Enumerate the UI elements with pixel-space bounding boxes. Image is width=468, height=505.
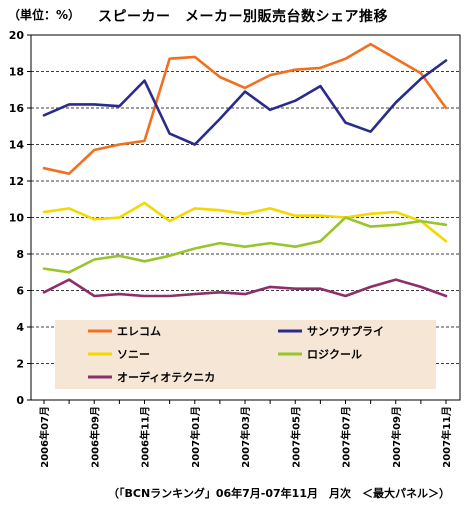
x-tick-label: 2007年01月 (189, 406, 202, 468)
y-tick-label: 4 (16, 321, 24, 334)
legend-label: ロジクール (307, 348, 362, 361)
series-line (42, 59, 448, 146)
x-tick-label: 2007年07月 (340, 406, 353, 468)
legend-label: サンワサプライ (307, 324, 384, 338)
x-tick-label: 2007年11月 (440, 406, 453, 468)
x-tick-label: 2007年09月 (390, 406, 403, 468)
legend-label: ソニー (117, 348, 150, 361)
x-tick-label: 2006年07月 (38, 406, 51, 468)
legend-label: オーディオテクニカ (117, 370, 215, 384)
x-tick-label: 2007年03月 (239, 406, 252, 468)
series-line (42, 201, 448, 243)
y-tick-label: 18 (9, 66, 24, 79)
legend-label: エレコム (117, 325, 161, 338)
y-tick-label: 10 (9, 212, 25, 225)
y-axis-unit-label: （単位：%） (8, 8, 81, 22)
series-line (42, 42, 448, 175)
chart-title: スピーカー メーカー別販売台数シェア推移 (98, 9, 388, 25)
x-tick-label: 2006年09月 (88, 406, 101, 468)
y-tick-label: 0 (16, 394, 24, 407)
series-line (42, 278, 448, 298)
y-tick-label: 8 (16, 248, 24, 261)
y-tick-label: 6 (16, 285, 24, 298)
y-tick-label: 12 (9, 175, 24, 188)
source-note: （「BCNランキング」06年7月-07年11月 月次 ＜最大パネル＞） (108, 487, 450, 500)
legend-box (55, 320, 436, 389)
series-line (42, 216, 448, 274)
x-tick-label: 2006年11月 (139, 406, 152, 468)
y-tick-label: 20 (9, 29, 25, 42)
y-tick-label: 2 (16, 358, 24, 371)
y-tick-label: 14 (9, 139, 25, 152)
x-tick-label: 2007年05月 (289, 406, 302, 468)
y-tick-label: 16 (9, 102, 25, 115)
